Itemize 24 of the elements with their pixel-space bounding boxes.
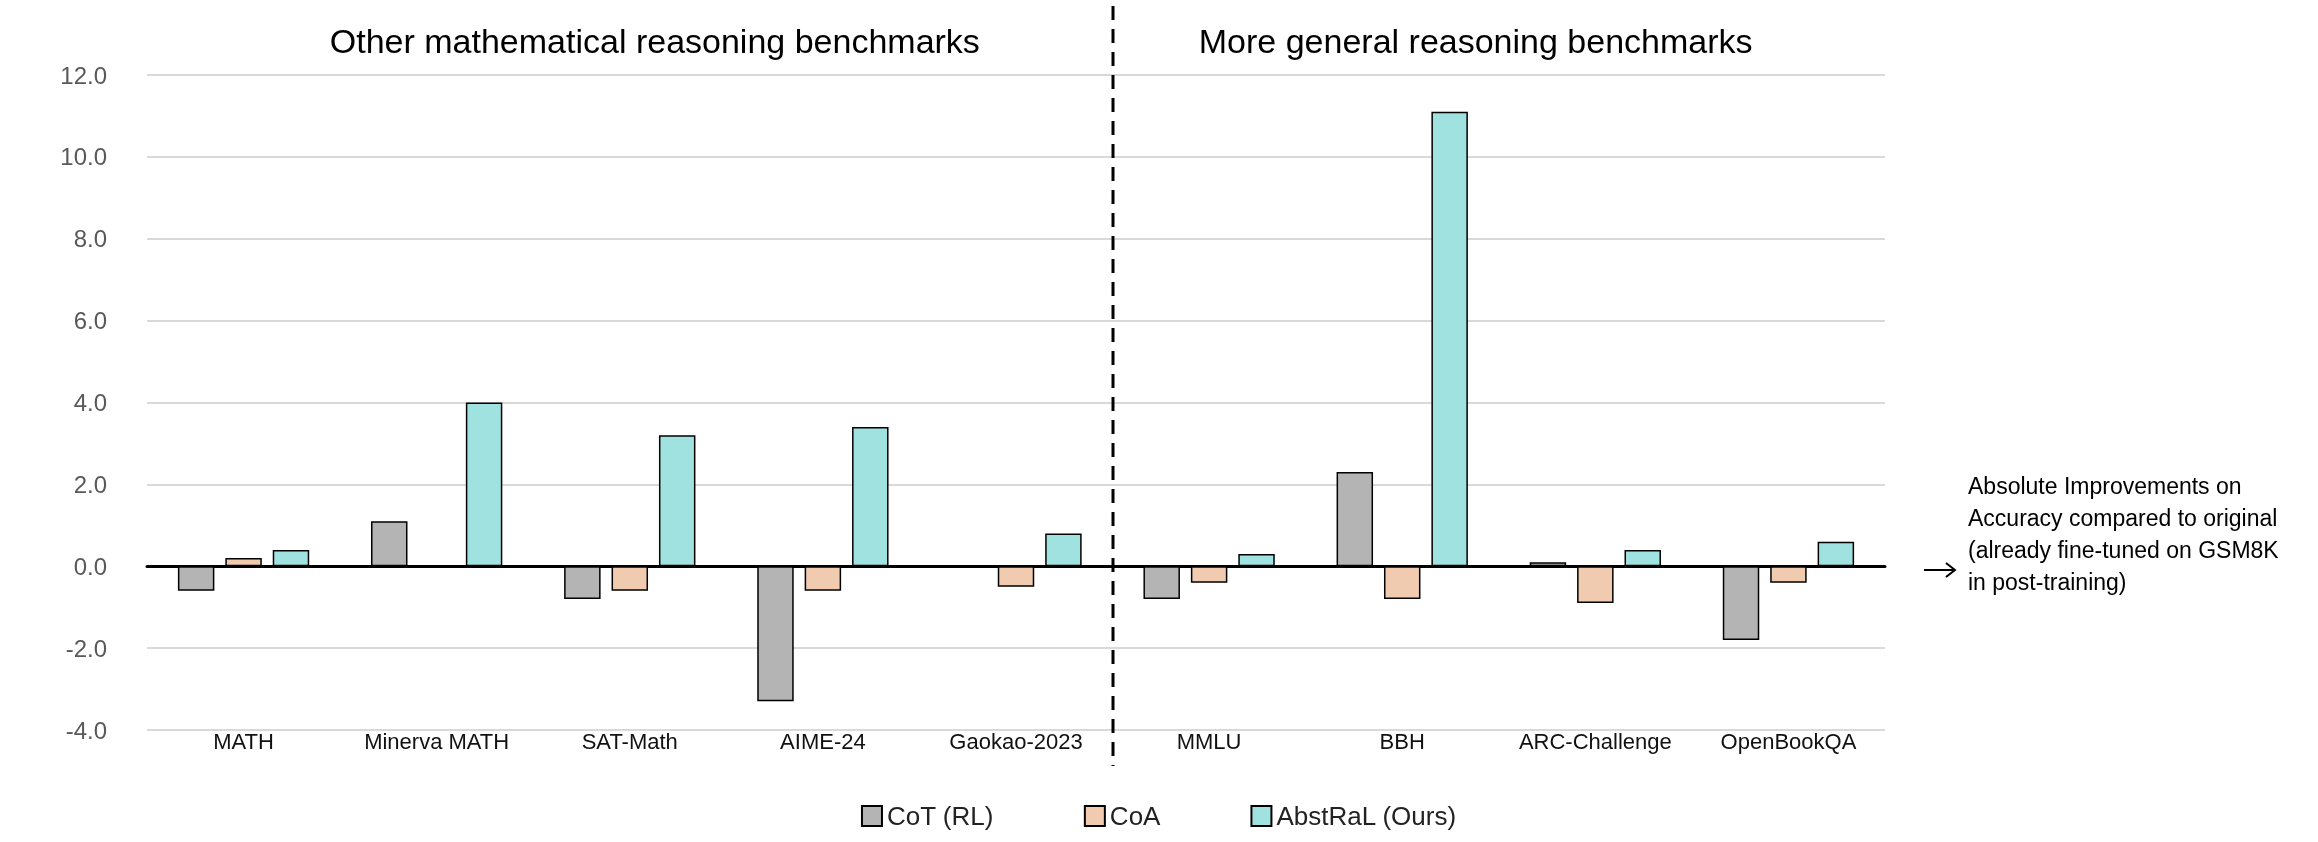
y-tick-label: 12.0: [60, 61, 107, 89]
x-tick-label: Minerva MATH: [364, 728, 510, 754]
y-tick-label: -2.0: [65, 634, 107, 662]
y-tick-label: 4.0: [73, 389, 107, 416]
y-tick-label: 10.0: [60, 143, 107, 171]
y-tick-label: 8.0: [73, 225, 107, 253]
x-tick-label: OpenBookQA: [1720, 728, 1857, 754]
text: More general reasoning benchmarks: [1198, 22, 1753, 60]
x-tick-label: AIME-24: [780, 728, 866, 754]
legend-label: CoA: [1109, 801, 1162, 831]
x-tick-label: BBH: [1379, 728, 1425, 754]
x-tick-label: SAT-Math: [581, 728, 678, 754]
x-tick-label: MMLU: [1176, 728, 1242, 754]
legend-label: CoT (RL): [886, 801, 994, 831]
x-tick-label: Gaokao-2023: [949, 728, 1083, 754]
legend-label: AbstRaL (Ours): [1276, 801, 1457, 831]
x-tick-label: MATH: [213, 728, 274, 754]
x-tick-label: ARC-Challenge: [1518, 728, 1672, 754]
y-tick-label: -4.0: [65, 716, 107, 744]
y-tick-label: 2.0: [73, 470, 107, 498]
text: Other mathematical reasoning benchmarks: [329, 22, 980, 60]
text: Absolute Improvements on Accuracy compared to original (already fine-tuned on GSM8K in post-training): [1968, 472, 2280, 597]
y-tick-label: 0.0: [73, 552, 107, 580]
y-tick-label: 6.0: [73, 307, 107, 335]
